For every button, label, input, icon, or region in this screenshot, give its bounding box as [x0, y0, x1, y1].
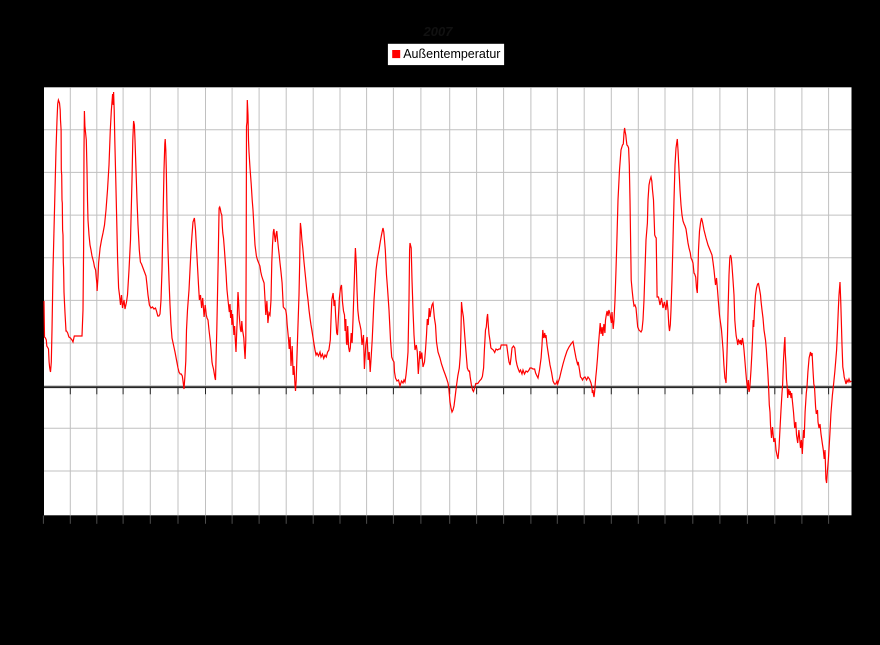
svg-text:2007: 2007 [423, 24, 454, 39]
svg-text:Außentemperatur: Außentemperatur [403, 47, 500, 61]
